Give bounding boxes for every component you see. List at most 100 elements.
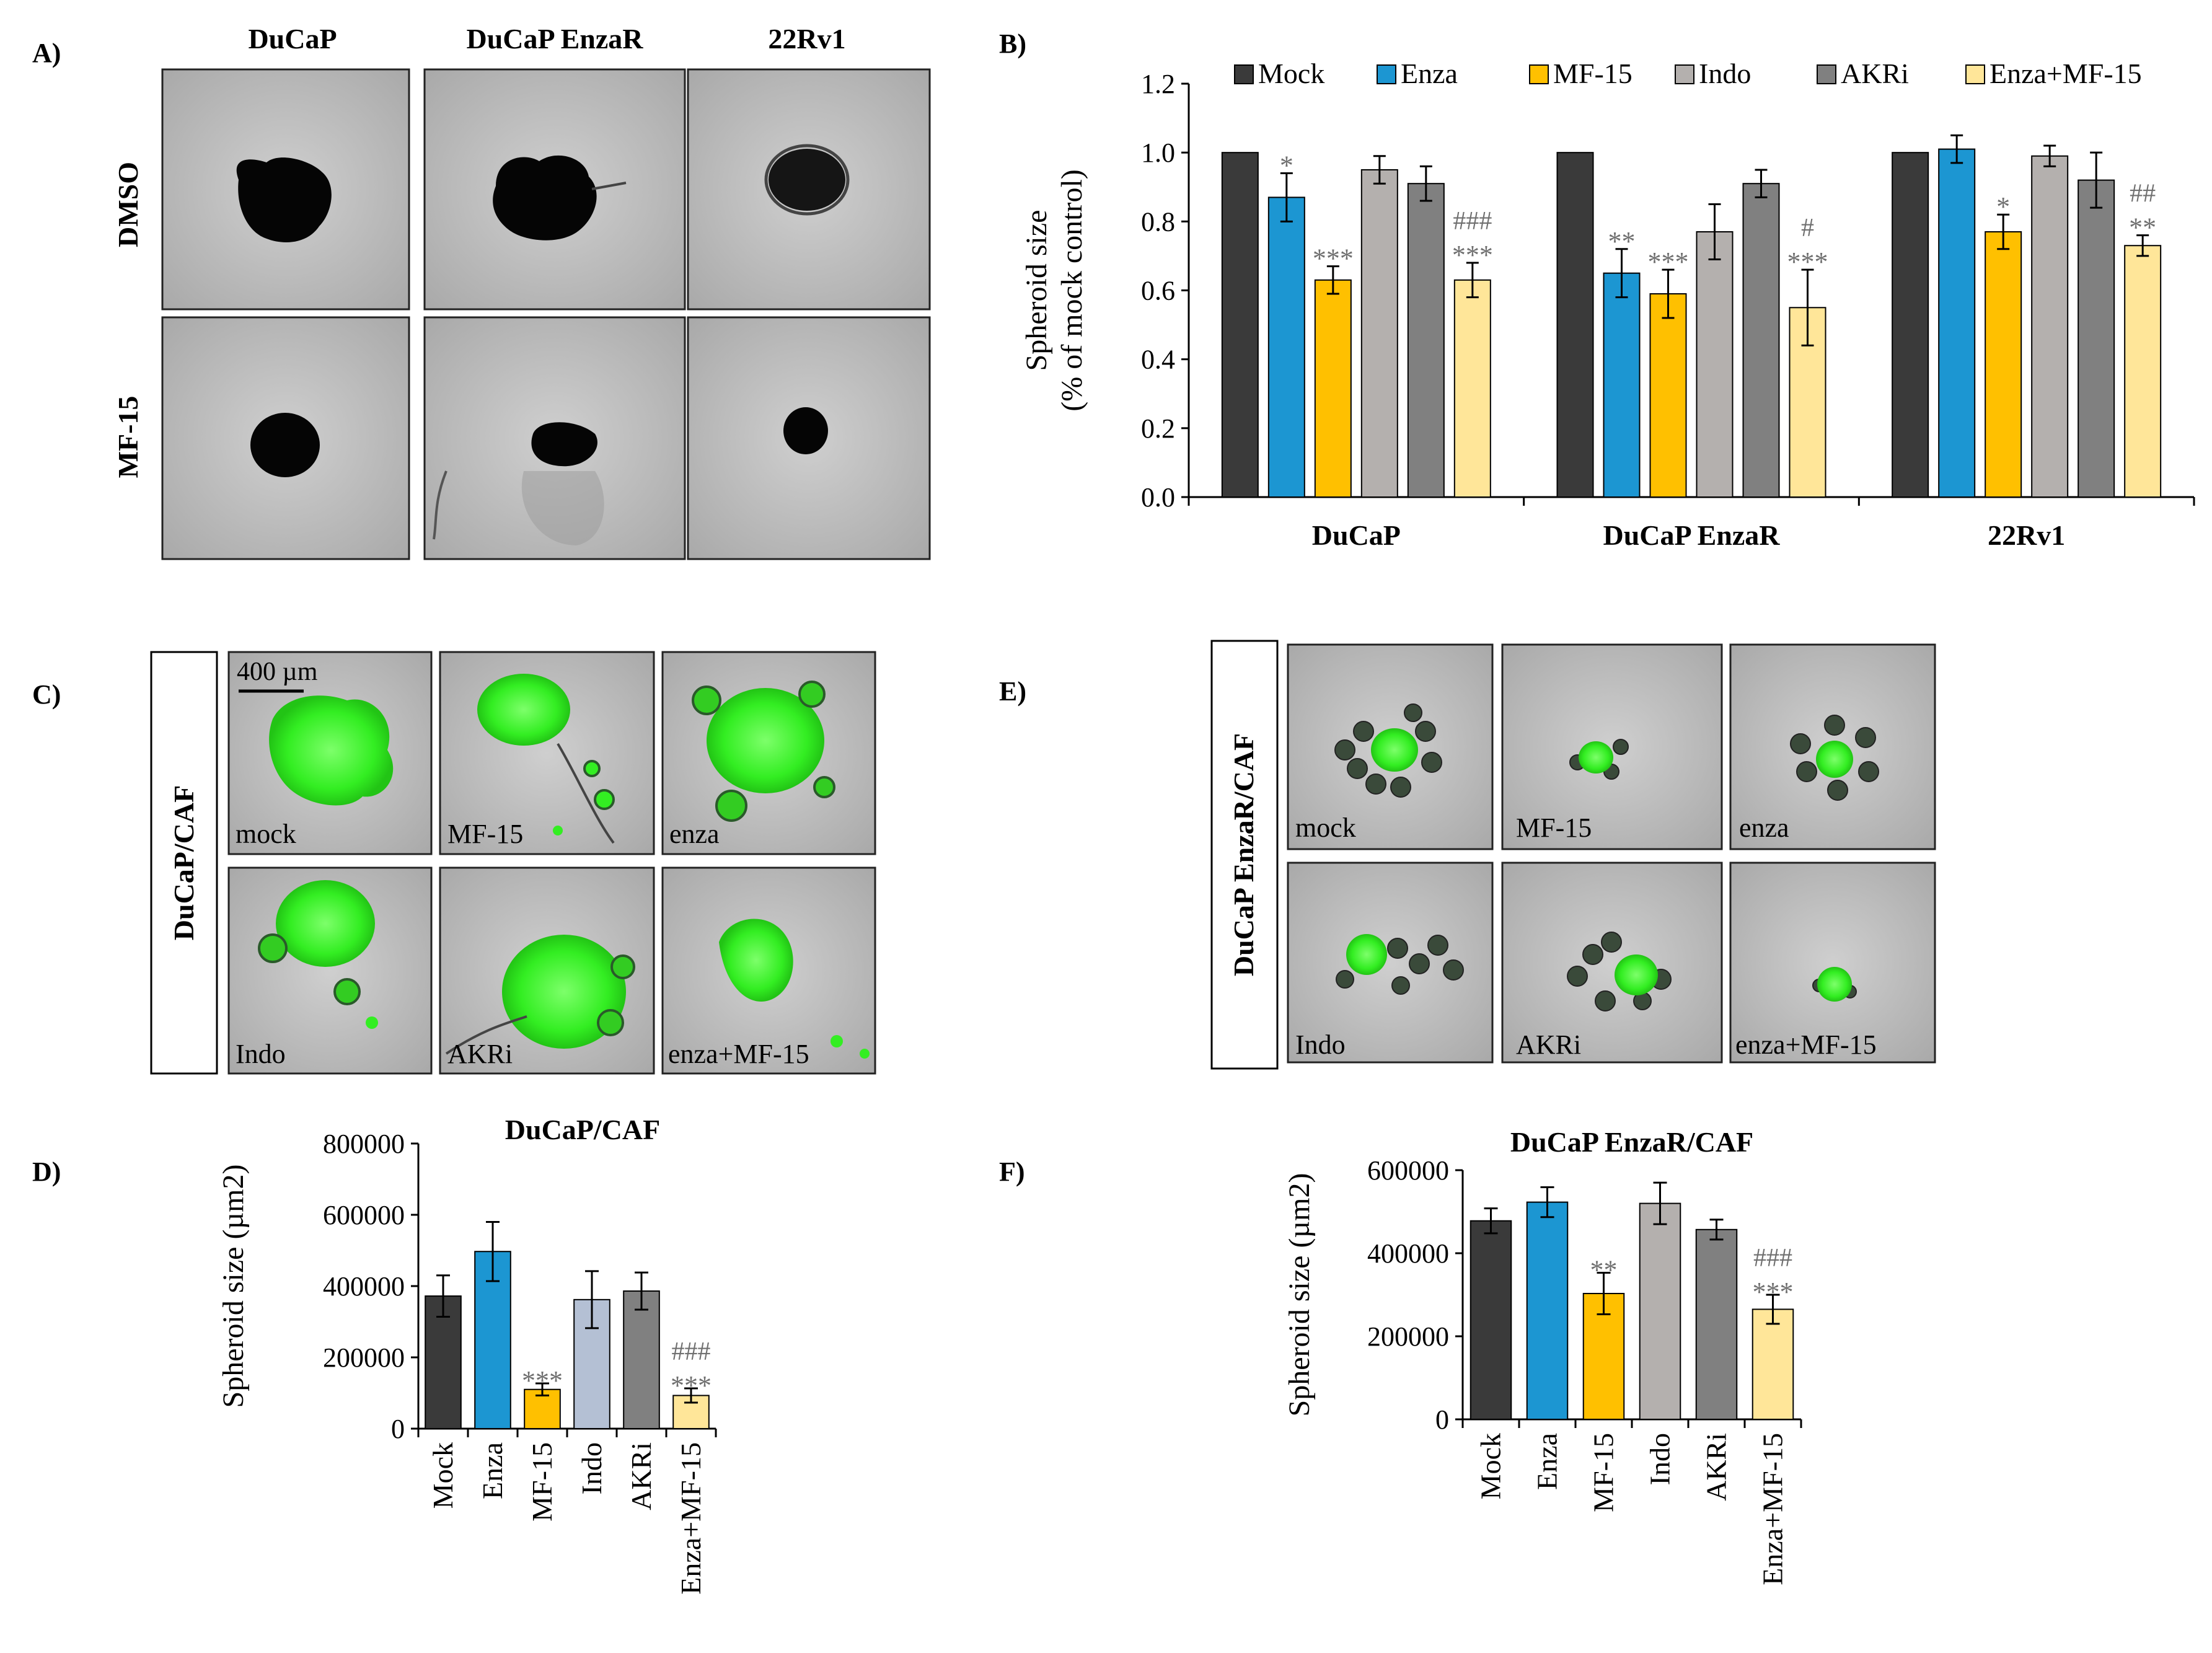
- bar: [1985, 231, 2022, 498]
- y-tick-label: 0.0: [1141, 482, 1175, 513]
- legend-label: Enza+MF-15: [1989, 58, 2142, 89]
- significance-mark: ###: [672, 1338, 711, 1366]
- spheroid-blob: [250, 413, 320, 477]
- y-axis-label: Spheroid size: [1020, 210, 1053, 371]
- green-spheroid: [1371, 728, 1418, 772]
- significance-mark: *: [1280, 151, 1293, 181]
- y-tick-label: 0: [1435, 1404, 1449, 1435]
- bar: [1938, 148, 1976, 498]
- legend-label: AKRi: [1841, 58, 1909, 89]
- green-spheroid: [1816, 741, 1853, 778]
- panel-a-image-ducap-enzar-dmso: [423, 68, 686, 311]
- green-spheroid: [707, 688, 824, 793]
- panel-a-image-ducap-enzar-mf15: [423, 316, 686, 560]
- significance-mark: ###: [1453, 207, 1492, 236]
- significance-mark: **: [1590, 1254, 1618, 1285]
- y-tick-label: 600000: [1367, 1155, 1449, 1186]
- panel-label-c: C): [32, 679, 61, 710]
- significance-mark: #: [1801, 214, 1814, 242]
- bar: [1267, 196, 1305, 498]
- caption-enza-mf15: enza+MF-15: [1735, 1029, 1877, 1060]
- y-axis-label-sub: (% of mock control): [1055, 169, 1088, 412]
- y-tick-label: 800000: [323, 1129, 405, 1159]
- panel-e-side-box: [1210, 640, 1279, 1070]
- significance-mark: **: [2129, 213, 2156, 243]
- bar: [1892, 152, 1929, 498]
- bar: [2031, 155, 2069, 498]
- green-spheroid: [1817, 967, 1852, 1002]
- scale-bar-label: 400 µm: [237, 658, 318, 686]
- panel-label-b: B): [999, 29, 1026, 59]
- caption-mock: mock: [236, 819, 296, 849]
- green-spheroid: [1615, 954, 1658, 995]
- panel-e: DuCaP EnzaR/CAF: [1210, 640, 1936, 1070]
- chart-title: DuCaP EnzaR/CAF: [1510, 1126, 1753, 1158]
- significance-mark: ***: [1753, 1277, 1794, 1307]
- bar: [623, 1290, 660, 1430]
- panel-e-image-indo: [1287, 862, 1494, 1064]
- chart-f: DuCaP EnzaR/CAF Spheroid size (µm2) 0 20000…: [1283, 1126, 1802, 1585]
- panel-label-a: A): [32, 38, 61, 68]
- chart-b: Spheroid size (% of mock control) 0.0 0.2 0.…: [1020, 58, 2195, 551]
- panel-a-row-dmso: DMSO: [112, 162, 144, 247]
- bar: [1453, 279, 1491, 498]
- bar: [1752, 1308, 1794, 1420]
- bar: [1603, 272, 1641, 498]
- y-tick-label: 400000: [1367, 1238, 1449, 1269]
- bar: [1742, 183, 1780, 498]
- panel-a-image-ducap-dmso: [161, 68, 410, 311]
- x-tick-label: Indo: [576, 1442, 607, 1494]
- panel-e-side-label: DuCaP EnzaR/CAF: [1228, 733, 1259, 976]
- panel-c-image-enza: [661, 651, 876, 855]
- caption-enza: enza: [1739, 813, 1789, 843]
- x-tick-label: Enza: [1531, 1433, 1563, 1490]
- spheroid-blob: [769, 149, 845, 211]
- panel-a-image-ducap-mf15: [161, 316, 410, 560]
- x-tick-label: Enza+MF-15: [1757, 1433, 1789, 1585]
- y-tick-label: 600000: [323, 1200, 405, 1230]
- x-tick-label: DuCaP EnzaR: [1603, 519, 1781, 551]
- caption-enza-mf15: enza+MF-15: [668, 1039, 809, 1069]
- y-axis-label: Spheroid size (µm2): [1283, 1173, 1316, 1417]
- bar: [1407, 183, 1445, 498]
- bar: [1649, 293, 1687, 498]
- x-tick-label: DuCaP: [1312, 519, 1401, 551]
- legend-swatch: [1817, 64, 1836, 84]
- bar: [2078, 179, 2115, 498]
- caption-indo: Indo: [1295, 1029, 1346, 1060]
- significance-mark: ***: [1313, 244, 1354, 274]
- significance-mark: ***: [522, 1365, 563, 1396]
- panel-label-d: D): [32, 1157, 61, 1187]
- panel-e-image-mf15: [1501, 643, 1723, 850]
- panel-label-f: F): [999, 1157, 1025, 1187]
- panel-c-image-akri: [439, 866, 655, 1075]
- bar: [425, 1295, 462, 1430]
- y-tick-label: 0.2: [1141, 413, 1175, 444]
- legend-label: Indo: [1699, 58, 1751, 89]
- y-tick-label: 0.8: [1141, 206, 1175, 237]
- green-spheroid: [1346, 934, 1387, 975]
- panel-a-row-mf15: MF-15: [112, 396, 144, 478]
- spheroid-blob: [236, 157, 332, 242]
- caption-mf15: MF-15: [447, 819, 523, 849]
- bar: [1470, 1220, 1512, 1420]
- significance-mark: ##: [2130, 180, 2156, 208]
- green-spheroid: [276, 880, 375, 967]
- legend-label: Mock: [1258, 58, 1324, 89]
- panel-c: DuCaP/CAF: [150, 651, 876, 1075]
- green-spheroid: [1579, 741, 1613, 774]
- panel-a-image-22rv1-dmso: [687, 68, 931, 311]
- bar: [1696, 231, 1734, 498]
- y-tick-label: 0: [391, 1414, 405, 1444]
- panel-a-image-22rv1-mf15: [687, 316, 931, 560]
- legend-label: Enza: [1401, 58, 1458, 89]
- spheroid-blob: [783, 407, 828, 454]
- y-tick-label: 1.0: [1141, 138, 1175, 168]
- panel-e-image-akri: [1501, 862, 1723, 1064]
- caption-mock: mock: [1295, 813, 1356, 843]
- green-spheroid: [719, 919, 793, 1002]
- x-tick-label: Mock: [1475, 1433, 1507, 1499]
- chart-title: DuCaP/CAF: [505, 1114, 660, 1145]
- green-spheroid: [502, 935, 626, 1049]
